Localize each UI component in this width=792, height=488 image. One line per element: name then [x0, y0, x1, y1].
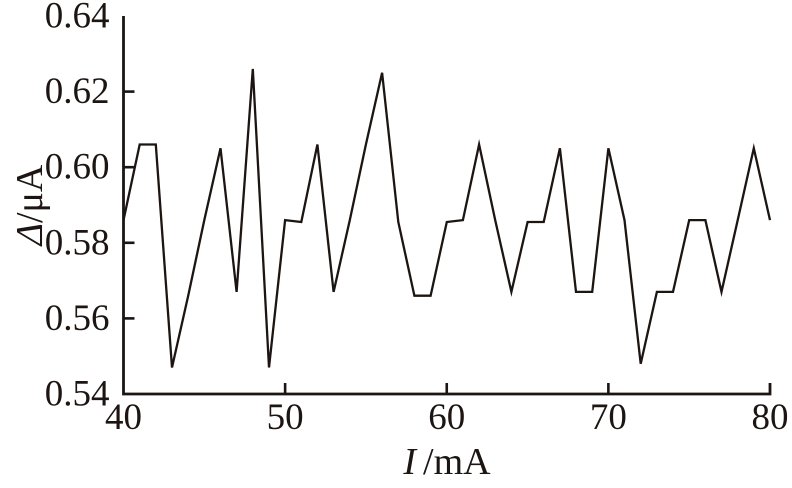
- x-tick-label: 70: [590, 397, 627, 438]
- x-tick-label: 60: [428, 397, 465, 438]
- y-tick-label: 0.58: [45, 222, 110, 263]
- y-tick-label: 0.64: [45, 0, 110, 37]
- x-tick-label: 80: [752, 397, 789, 438]
- x-tick-label: 40: [105, 397, 142, 438]
- data-series: [122, 68, 772, 368]
- axes: [122, 16, 772, 396]
- data-line: [122, 68, 772, 368]
- y-axis-title: Δ/μA: [9, 164, 51, 247]
- y-tick-label: 0.60: [45, 147, 110, 188]
- x-axis-unit: /mA: [423, 441, 491, 483]
- y-axis-unit: /μA: [9, 164, 51, 223]
- y-tick-label: 0.56: [45, 298, 110, 339]
- x-axis-variable: I: [402, 441, 418, 483]
- axis-frame: [122, 16, 772, 396]
- y-tick-label: 0.54: [45, 374, 110, 415]
- y-tick-label: 0.62: [45, 71, 110, 112]
- y-axis-variable: Δ: [9, 223, 51, 247]
- x-tick-label: 50: [267, 397, 304, 438]
- tick-labels: 0.54 0.56 0.58 0.60 0.62 0.64 40 50 60 70 80: [45, 0, 789, 438]
- x-axis-title: I/mA: [402, 441, 491, 483]
